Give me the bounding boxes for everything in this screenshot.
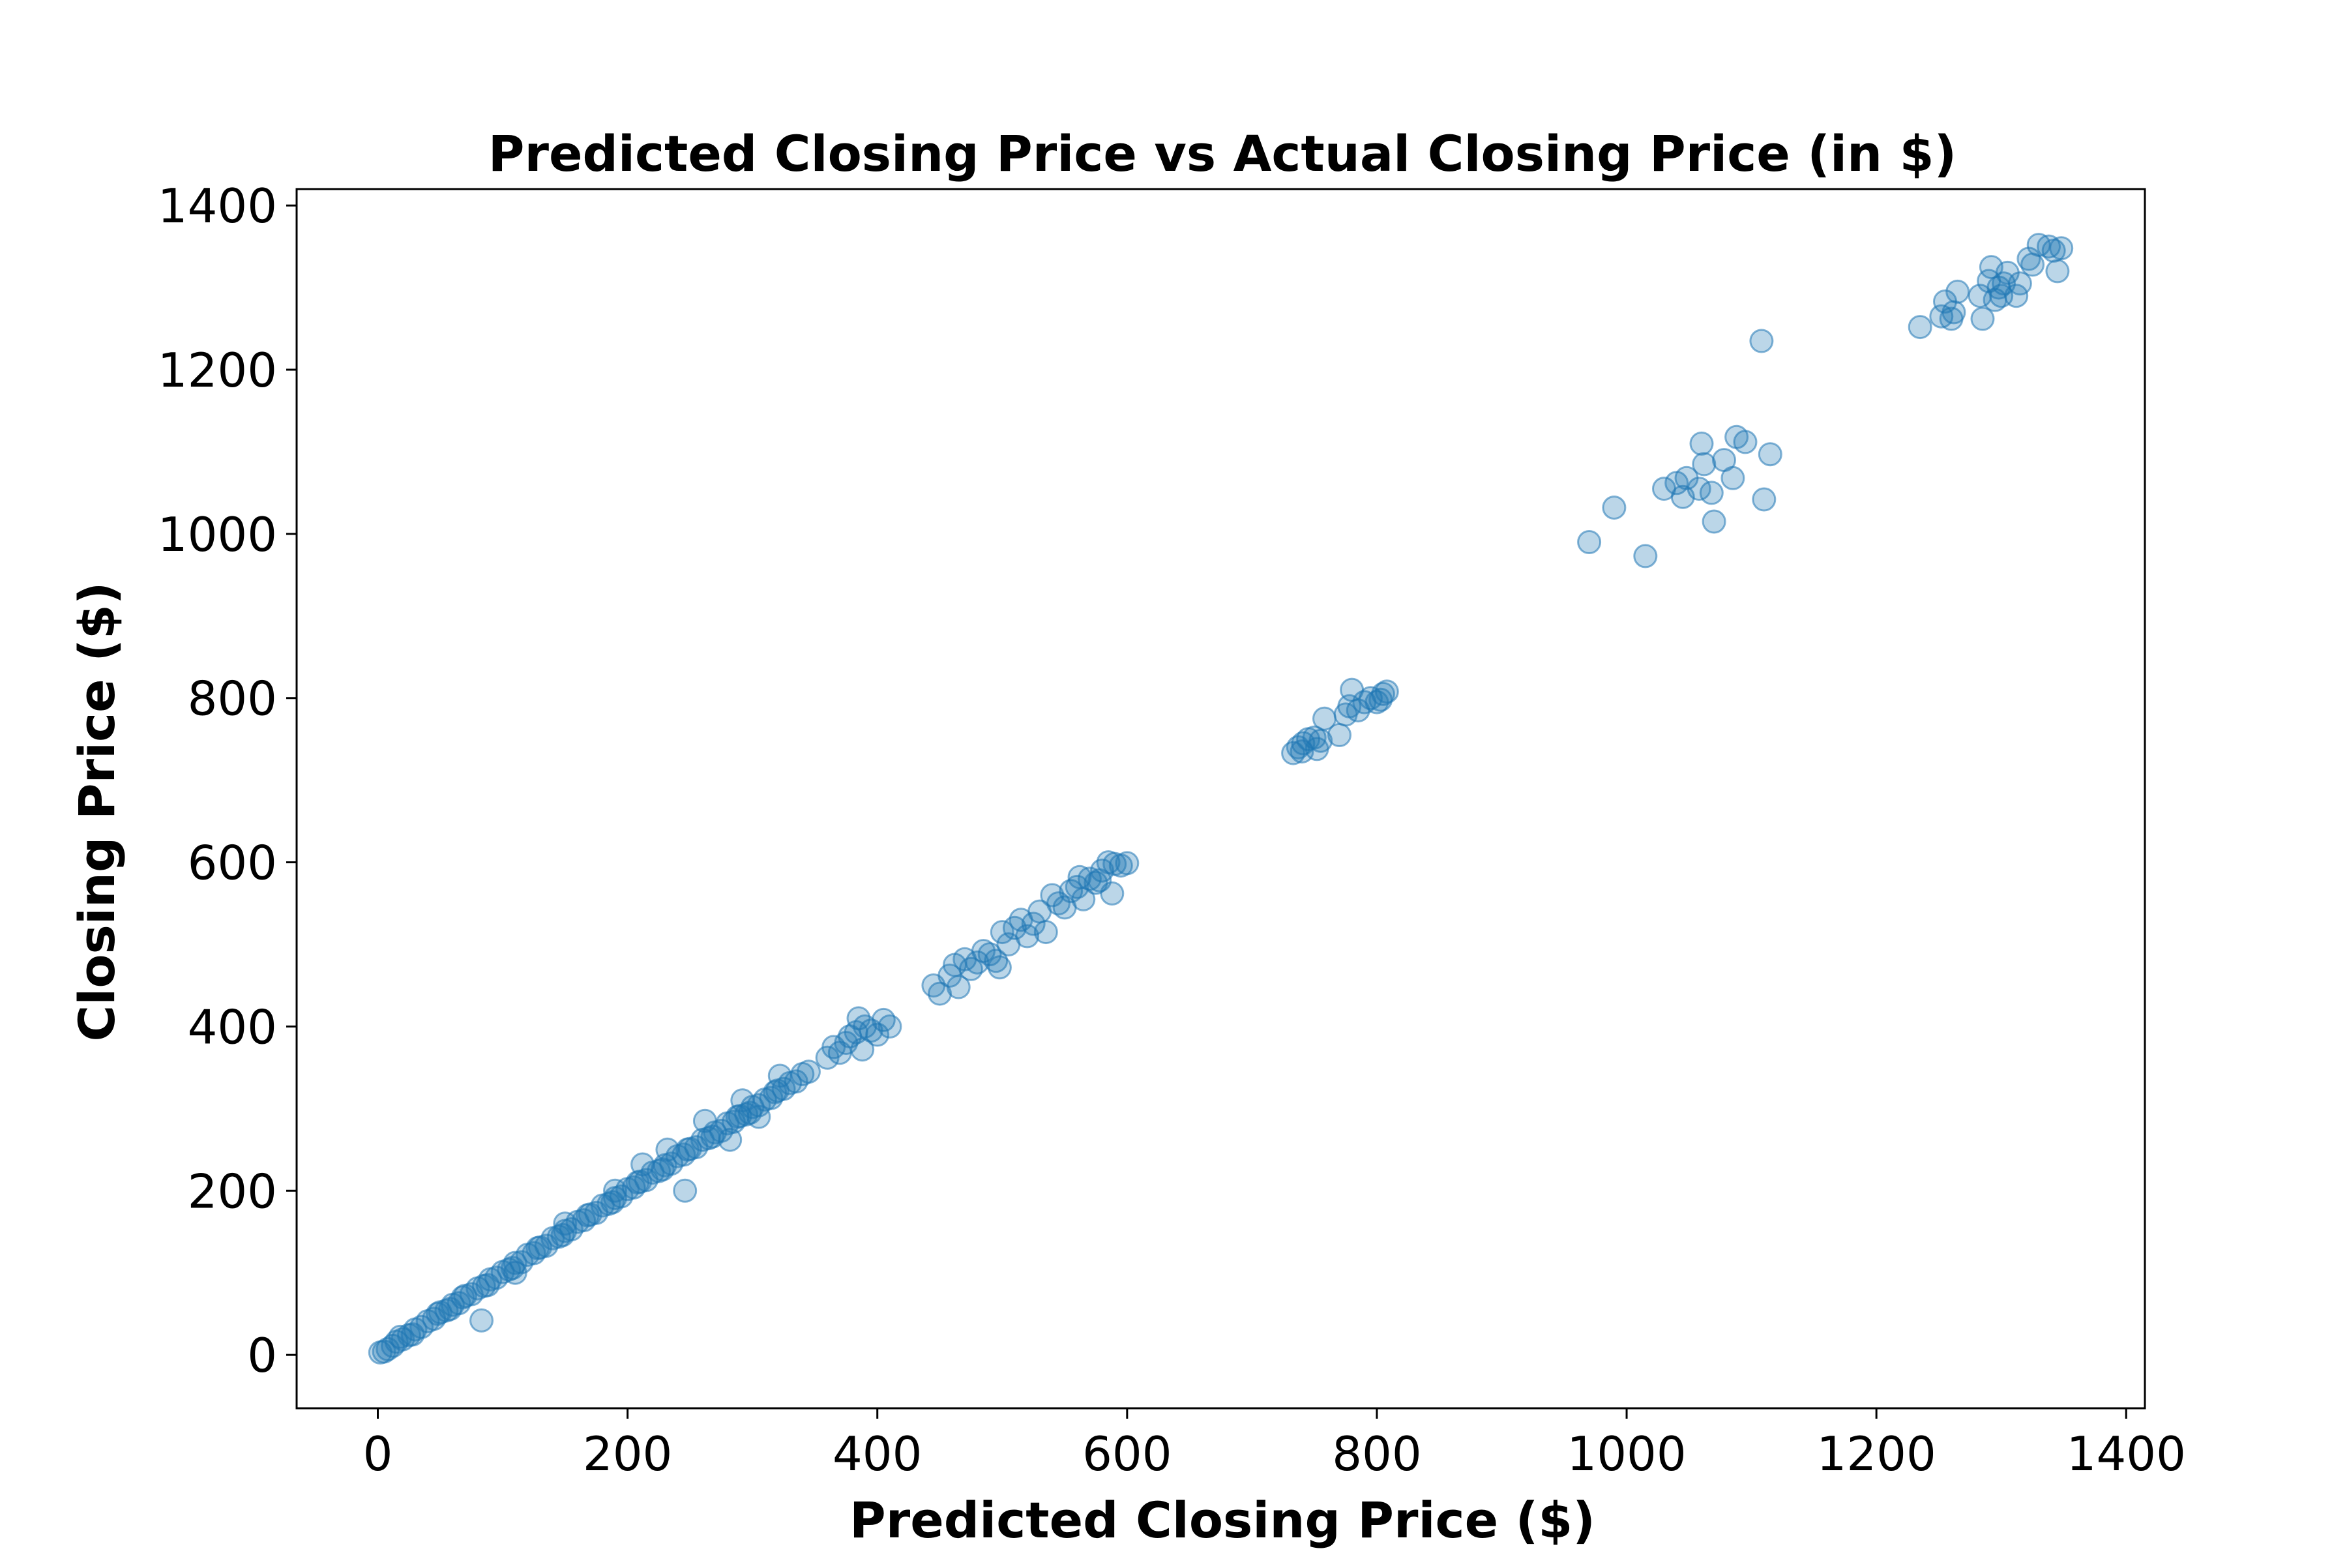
data-point	[1749, 329, 1774, 353]
data-point	[2020, 252, 2045, 277]
y-tick-label: 400	[188, 999, 277, 1054]
data-point	[946, 975, 971, 999]
data-point	[878, 1014, 902, 1039]
data-point	[1689, 431, 1714, 456]
data-point	[625, 1170, 650, 1195]
y-tick-label: 1200	[158, 343, 277, 398]
data-point	[1033, 920, 1058, 945]
data-point	[1633, 544, 1658, 569]
data-point	[1115, 851, 1140, 876]
data-point	[1758, 442, 1782, 467]
y-axis-ticks: 0 200 400 600 800 1000 1200 1400	[158, 179, 297, 1383]
data-point	[655, 1137, 680, 1162]
data-point	[475, 1273, 500, 1297]
data-point	[767, 1063, 792, 1088]
data-point	[1945, 279, 1970, 304]
data-point	[965, 950, 990, 975]
data-point	[1699, 481, 1724, 505]
data-point	[928, 981, 952, 1006]
data-point	[2007, 271, 2032, 296]
data-point	[718, 1127, 743, 1152]
x-tick-label: 200	[583, 1427, 672, 1481]
data-point	[1577, 530, 1602, 554]
data-point	[553, 1211, 578, 1236]
data-point	[673, 1178, 698, 1203]
data-point	[1371, 681, 1395, 706]
y-tick-label: 600	[188, 836, 277, 891]
data-point	[692, 1108, 717, 1133]
data-point	[650, 1157, 675, 1182]
data-point	[575, 1203, 600, 1228]
data-point	[1941, 300, 1966, 325]
y-tick-label: 200	[188, 1164, 277, 1219]
data-point	[865, 1022, 890, 1047]
data-point	[746, 1104, 771, 1129]
data-point	[1087, 868, 1112, 893]
data-point	[675, 1137, 700, 1162]
plot-area	[295, 188, 2146, 1410]
chart-title: Predicted Closing Price vs Actual Closin…	[488, 125, 1956, 183]
y-tick-label: 0	[247, 1328, 277, 1383]
data-point	[987, 955, 1012, 980]
data-point	[1733, 430, 1758, 454]
data-points	[368, 233, 2074, 1365]
x-tick-label: 0	[363, 1427, 393, 1481]
x-tick-label: 400	[833, 1427, 922, 1481]
y-tick-label: 1400	[158, 179, 277, 233]
data-point	[1752, 487, 1777, 512]
x-tick-label: 800	[1332, 1427, 1421, 1481]
data-point	[1720, 466, 1745, 490]
data-point	[603, 1178, 627, 1203]
data-point	[2045, 259, 2070, 284]
data-point	[1374, 679, 1399, 704]
data-point	[1327, 722, 1351, 747]
y-tick-label: 1000	[158, 507, 277, 562]
data-point	[525, 1235, 550, 1260]
data-point	[1067, 865, 1092, 889]
data-point	[1908, 315, 1932, 340]
data-point	[503, 1260, 527, 1285]
x-tick-label: 1400	[2067, 1427, 2186, 1481]
data-point	[1970, 306, 1995, 331]
data-point	[469, 1308, 494, 1333]
data-point	[1015, 924, 1040, 949]
data-point	[2049, 236, 2074, 261]
data-point	[426, 1301, 450, 1326]
data-point	[450, 1285, 475, 1310]
data-point	[1702, 509, 1726, 534]
x-tick-label: 1000	[1567, 1427, 1686, 1481]
data-point	[1290, 739, 1314, 764]
data-point	[984, 949, 1009, 973]
data-point	[1021, 911, 1046, 936]
x-tick-label: 1200	[1817, 1427, 1936, 1481]
x-tick-label: 600	[1082, 1427, 1172, 1481]
x-axis-ticks: 0 200 400 600 800 1000 1200 1400	[363, 1408, 2186, 1481]
y-axis-title: Closing Price ($)	[68, 582, 126, 1042]
y-tick-label: 800	[188, 672, 277, 726]
data-point	[1692, 452, 1717, 477]
data-point	[796, 1059, 821, 1084]
data-point	[400, 1322, 425, 1347]
data-point	[630, 1152, 655, 1177]
data-point	[730, 1088, 755, 1113]
x-axis-title: Predicted Closing Price ($)	[849, 1491, 1595, 1549]
data-point	[1602, 496, 1627, 520]
